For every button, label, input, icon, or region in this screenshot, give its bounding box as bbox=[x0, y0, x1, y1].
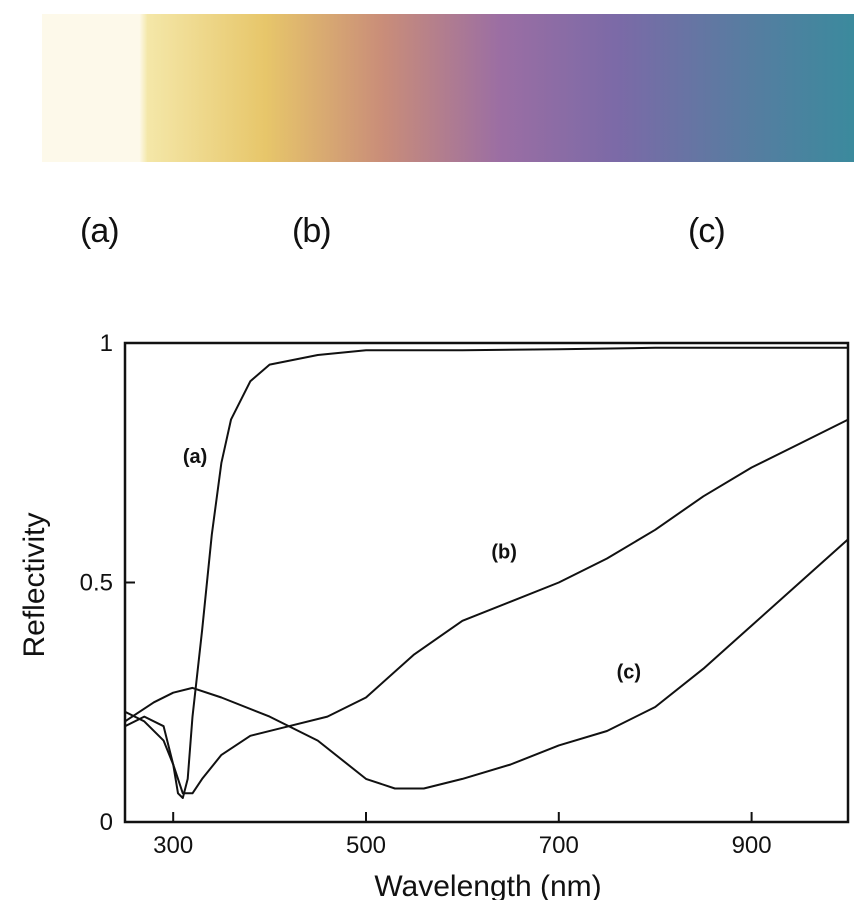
y-tick-label: 0 bbox=[100, 809, 113, 836]
series-line-c bbox=[124, 538, 849, 790]
y-axis-label: Reflectivity bbox=[18, 512, 51, 657]
curve-label-a: (a) bbox=[183, 446, 207, 468]
x-tick-label: 300 bbox=[153, 832, 193, 859]
series-line-a bbox=[124, 346, 848, 799]
color-gradient-strip bbox=[42, 14, 854, 162]
curve-label-b: (b) bbox=[491, 542, 517, 564]
x-tick-label: 700 bbox=[539, 832, 579, 859]
swatch-label-b: (b) bbox=[292, 212, 332, 250]
curve-label-c: (c) bbox=[617, 661, 641, 683]
x-tick-label: 900 bbox=[732, 832, 772, 859]
y-tick-label: 0.5 bbox=[80, 570, 113, 597]
swatch-label-a: (a) bbox=[80, 212, 120, 250]
x-axis-label: Wavelength (nm) bbox=[374, 870, 601, 900]
x-tick-label: 500 bbox=[346, 832, 386, 859]
swatch-label-c: (c) bbox=[688, 212, 726, 250]
y-tick-label: 1 bbox=[100, 330, 113, 357]
series-line-b bbox=[124, 418, 849, 795]
